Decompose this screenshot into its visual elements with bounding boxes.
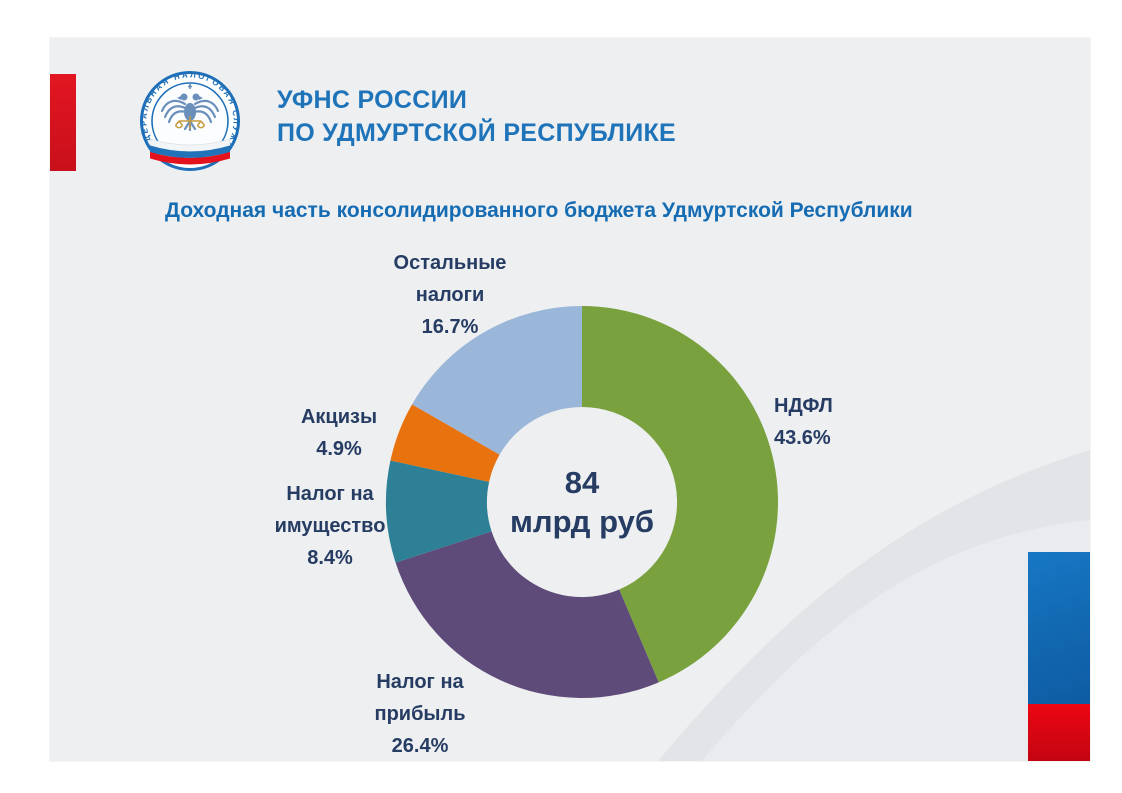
segment-label-aktsizy: Акцизы 4.9% (239, 401, 439, 465)
org-title: УФНС РОССИИ ПО УДМУРТСКОЙ РЕСПУБЛИКЕ (277, 84, 676, 150)
fns-logo: ФЕДЕРАЛЬНАЯ НАЛОГОВАЯ СЛУЖБА (139, 70, 240, 171)
eagle-icon (160, 84, 220, 132)
swoosh-lower (702, 520, 1090, 761)
left-red-accent-bar (50, 74, 76, 171)
background-swoosh (658, 450, 1090, 761)
swoosh-band (658, 450, 1090, 761)
donut-segment-nalog-na-imushchestvo (386, 460, 492, 563)
donut-center-total: 84 млрд руб (472, 463, 692, 541)
segment-label-line: Акцизы (300, 406, 378, 428)
segment-label-line: Налог на (376, 671, 464, 693)
scales-icon (174, 116, 206, 129)
donut-segment-ndfl (582, 306, 779, 683)
flag-ribbon-icon (149, 138, 231, 165)
segment-label-line: 8.4% (307, 547, 353, 569)
org-title-line1: УФНС РОССИИ (277, 86, 468, 114)
segment-label-ostalnye-nalogi: Остальные налоги 16.7% (350, 247, 550, 343)
segment-label-line: НДФЛ (774, 395, 833, 417)
chart-title: Доходная часть консолидированного бюджет… (165, 199, 913, 222)
segment-label-line: Налог на (286, 483, 374, 505)
donut-segment-nalog-na-pribyl (395, 531, 659, 699)
total-value: 84 (564, 465, 600, 500)
segment-label-line: 4.9% (316, 438, 362, 460)
segment-label-line: имущество (274, 515, 386, 537)
donut-chart (386, 306, 779, 699)
segment-label-line: 26.4% (391, 735, 449, 757)
org-title-line2: ПО УДМУРТСКОЙ РЕСПУБЛИКЕ (277, 119, 677, 147)
total-unit: млрд руб (510, 504, 654, 539)
segment-label-nalog-na-pribyl: Налог на прибыль 26.4% (320, 666, 520, 761)
donut-segment-aktsizy (390, 404, 500, 482)
segment-label-line: налоги (415, 284, 485, 306)
segment-label-line: Остальные (393, 252, 507, 274)
segment-label-ndfl: НДФЛ 43.6% (774, 390, 1004, 454)
segment-label-line: прибыль (374, 703, 466, 725)
segment-label-line: 43.6% (774, 427, 831, 449)
segment-label-line: 16.7% (421, 316, 479, 338)
right-red-accent-bar (1028, 704, 1090, 761)
right-blue-accent-bar (1028, 552, 1090, 704)
segment-label-nalog-na-imushchestvo: Налог на имущество 8.4% (230, 478, 430, 574)
slide: ФЕДЕРАЛЬНАЯ НАЛОГОВАЯ СЛУЖБА (50, 38, 1090, 761)
donut-segment-ostalnye-nalogi (412, 306, 582, 455)
